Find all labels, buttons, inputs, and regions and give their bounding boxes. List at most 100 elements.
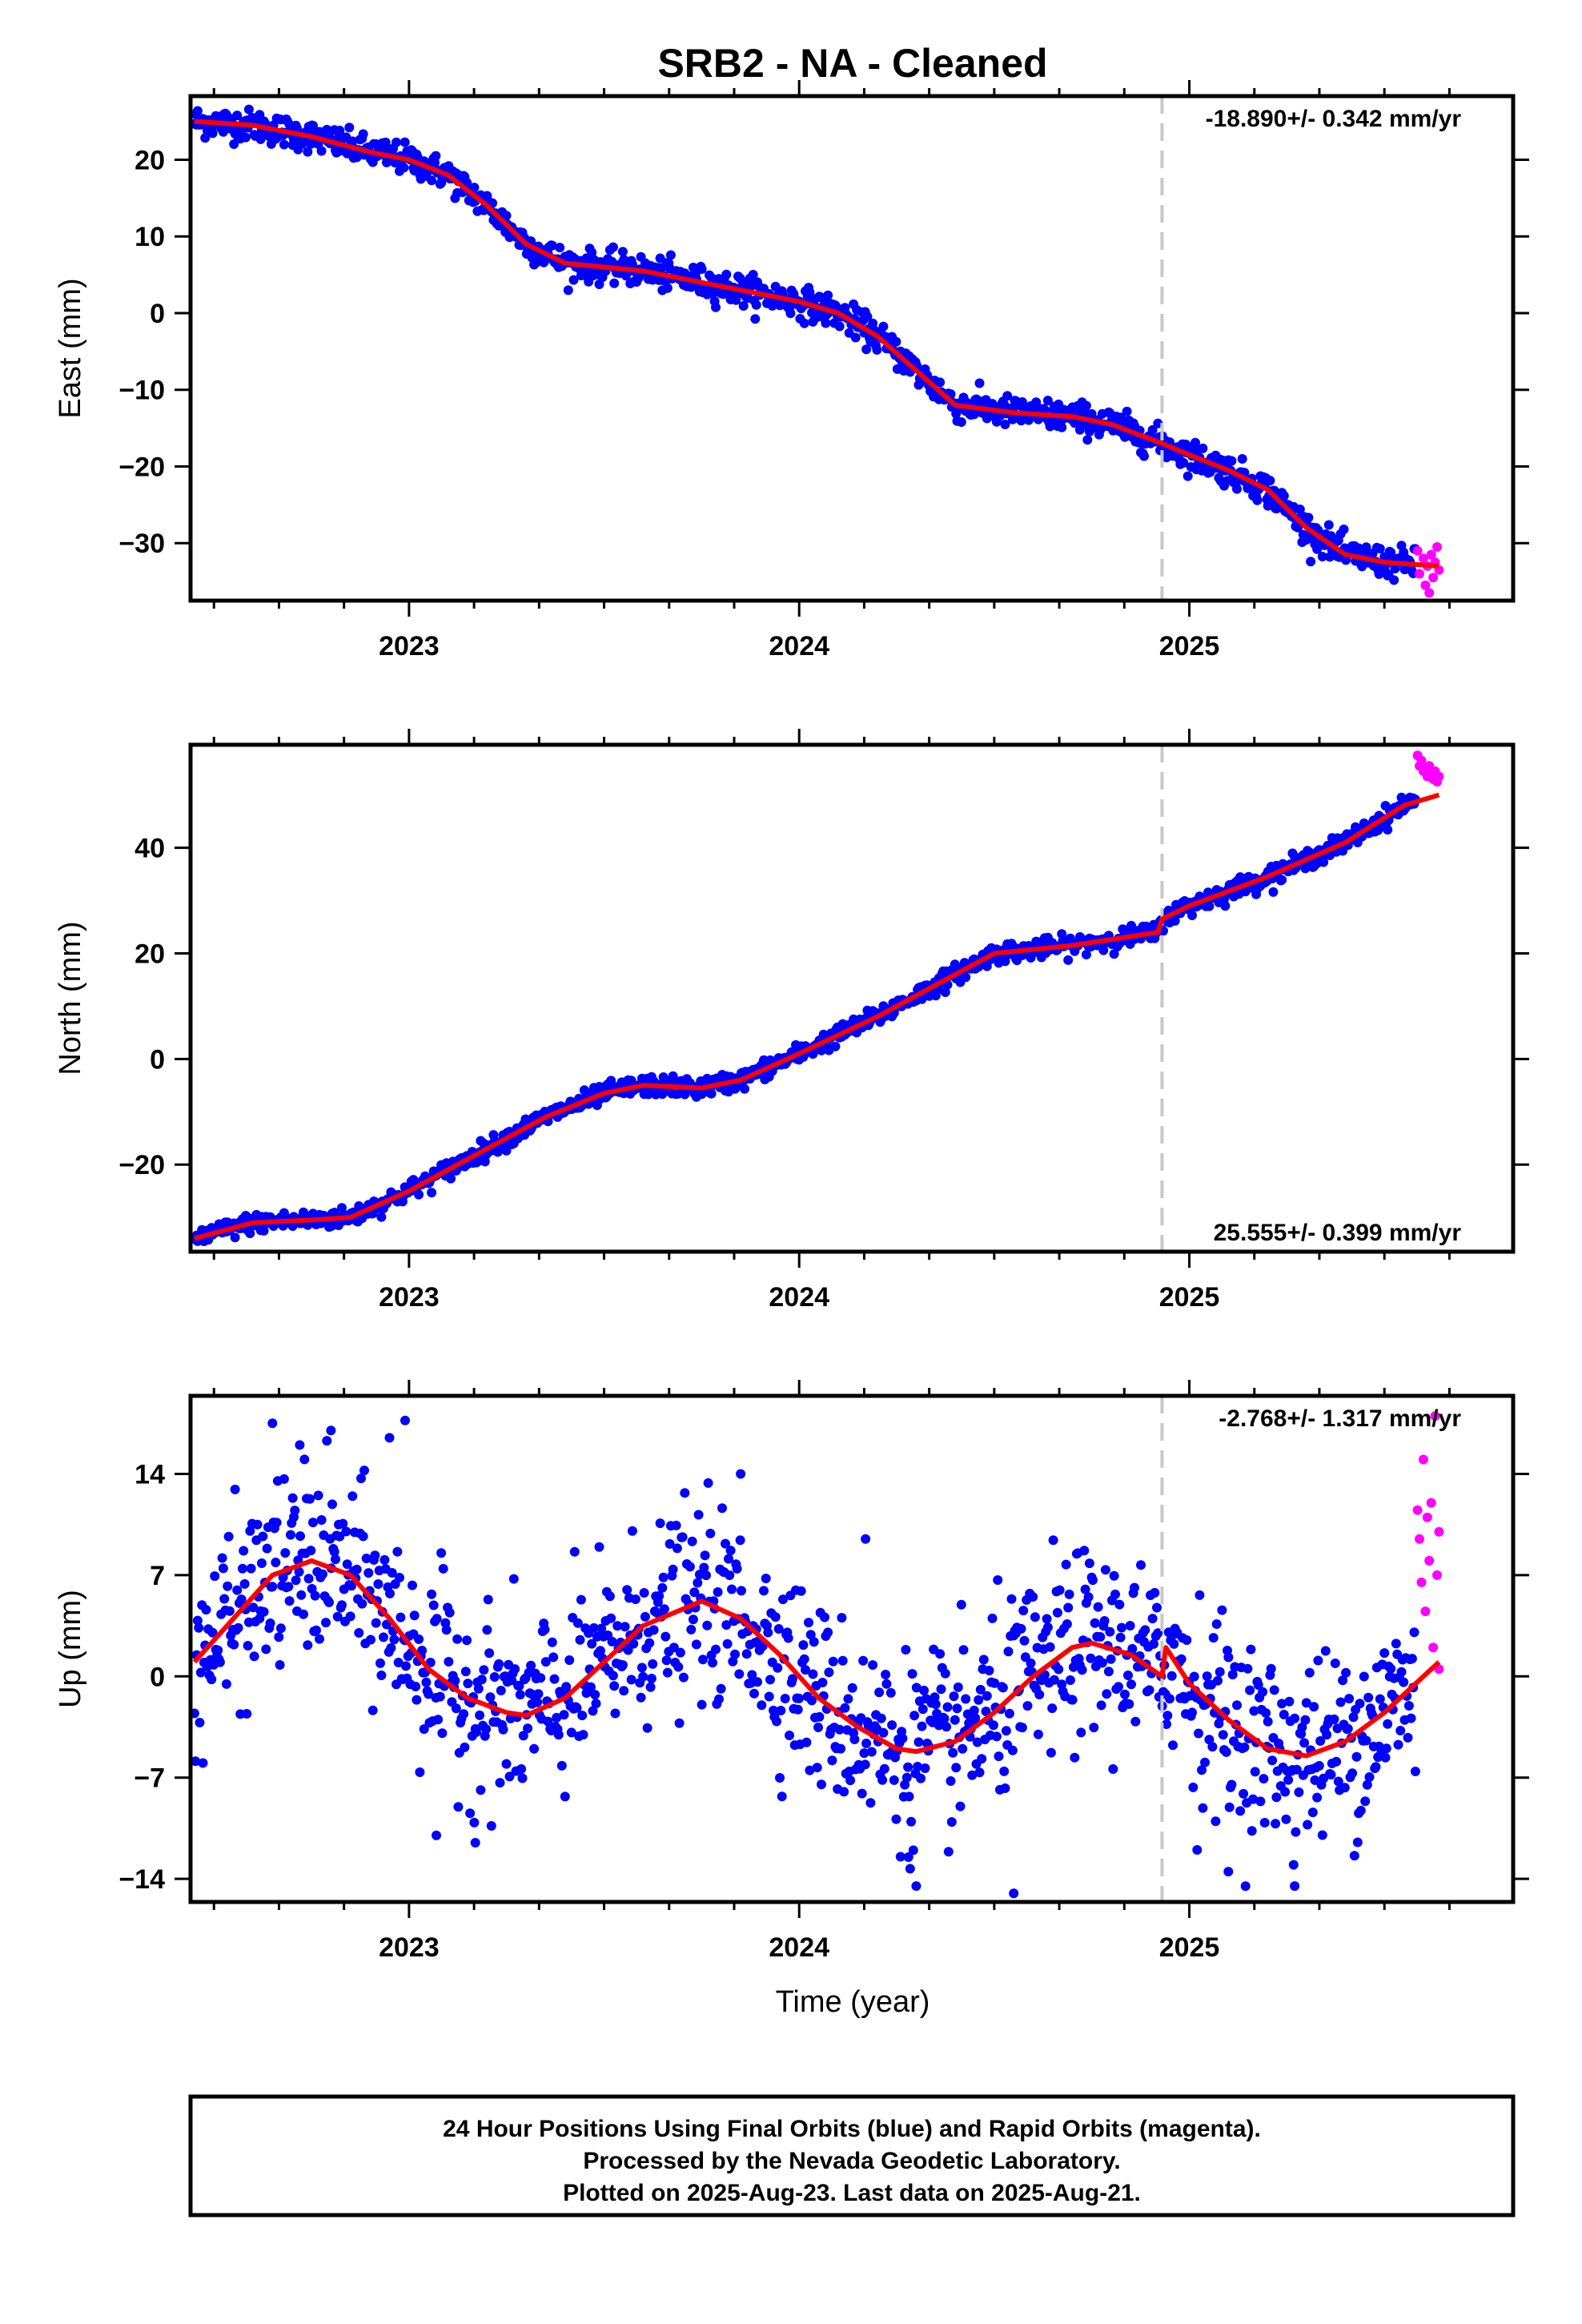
final-orbit-point: [607, 256, 617, 267]
final-orbit-point: [462, 1635, 472, 1646]
final-orbit-point: [668, 1564, 678, 1574]
final-orbit-point: [662, 283, 673, 293]
final-orbit-point: [836, 1743, 846, 1754]
final-orbit-point: [721, 1620, 732, 1630]
final-orbit-point: [1076, 1727, 1086, 1738]
final-orbit-point: [1307, 1807, 1318, 1818]
final-orbit-point: [1099, 1616, 1110, 1626]
final-orbit-point: [891, 336, 901, 347]
final-orbit-point: [658, 1572, 669, 1582]
final-orbit-point: [415, 1767, 425, 1777]
final-orbit-point: [1211, 1816, 1221, 1827]
final-orbit-point: [713, 1587, 723, 1597]
final-orbit-point: [878, 1727, 889, 1738]
final-orbit-point: [414, 1634, 424, 1644]
final-orbit-point: [1406, 1713, 1416, 1723]
final-orbit-point: [1016, 1623, 1026, 1634]
final-orbit-point: [671, 1520, 681, 1530]
final-orbit-point: [419, 1724, 429, 1735]
final-orbit-point: [316, 1515, 327, 1525]
final-orbit-point: [230, 1484, 240, 1494]
final-orbit-point: [930, 1692, 940, 1703]
final-orbit-point: [612, 1621, 623, 1631]
final-orbit-point: [609, 278, 620, 288]
final-orbit-point: [299, 1454, 310, 1465]
final-orbit-point: [1304, 1667, 1315, 1678]
final-orbit-point: [444, 1657, 454, 1667]
final-orbit-point: [1194, 1728, 1203, 1739]
final-orbit-point: [636, 1692, 646, 1703]
x-tick-label: 2025: [1159, 1932, 1220, 1963]
final-orbit-point: [1239, 1788, 1249, 1799]
final-orbit-point: [808, 1669, 818, 1679]
rapid-orbit-point: [1426, 1498, 1436, 1508]
final-orbit-point: [1343, 1723, 1353, 1734]
final-orbit-point: [1169, 1638, 1179, 1649]
final-orbit-point: [737, 1586, 746, 1596]
final-orbit-point: [452, 1634, 463, 1644]
final-orbit-point: [329, 1546, 339, 1557]
final-orbit-point: [427, 175, 437, 186]
final-orbit-point: [1331, 1756, 1342, 1767]
final-orbit-point: [796, 1586, 806, 1596]
final-orbit-point: [785, 1731, 794, 1740]
final-orbit-point: [1291, 1827, 1301, 1837]
final-orbit-point: [481, 1724, 492, 1735]
final-orbit-point: [591, 1699, 601, 1709]
final-orbit-point: [275, 1623, 286, 1634]
final-orbit-point: [594, 1542, 604, 1552]
final-orbit-point: [911, 1881, 921, 1892]
final-orbit-point: [566, 1727, 576, 1738]
final-orbit-point: [1097, 1658, 1107, 1668]
final-orbit-point: [1090, 1618, 1100, 1628]
final-orbit-point: [1235, 1806, 1246, 1816]
final-orbit-point: [460, 1742, 470, 1752]
final-orbit-point: [237, 1563, 247, 1574]
final-orbit-point: [1202, 1671, 1212, 1682]
final-orbit-point: [1087, 1575, 1098, 1586]
final-orbit-point: [1297, 1722, 1307, 1732]
final-orbit-point: [1281, 1814, 1291, 1824]
final-orbit-point: [981, 1707, 991, 1716]
up-plot-area: [191, 1396, 1444, 1902]
final-orbit-point: [1211, 1619, 1222, 1629]
final-orbit-point: [706, 1088, 717, 1099]
final-orbit-point: [958, 1645, 969, 1655]
final-orbit-point: [794, 1693, 804, 1703]
final-orbit-point: [331, 1554, 340, 1565]
final-orbit-point: [654, 1590, 665, 1601]
final-orbit-point: [444, 1607, 455, 1618]
final-orbit-point: [379, 1554, 390, 1565]
final-orbit-point: [738, 301, 749, 311]
final-orbit-point: [961, 1694, 971, 1704]
final-orbit-point: [828, 1656, 838, 1667]
final-orbit-point: [1149, 1638, 1158, 1649]
final-orbit-point: [858, 1655, 869, 1666]
final-orbit-point: [974, 378, 985, 388]
final-orbit-point: [645, 1682, 656, 1692]
y-tick-label: 0: [150, 299, 165, 329]
final-orbit-point: [520, 1114, 531, 1124]
final-orbit-point: [376, 1671, 387, 1680]
final-orbit-point: [940, 987, 950, 997]
final-orbit-point: [392, 1546, 403, 1557]
final-orbit-point: [262, 1543, 272, 1554]
final-orbit-point: [501, 211, 512, 221]
final-orbit-point: [1045, 421, 1055, 432]
final-orbit-point: [1030, 1612, 1040, 1622]
final-orbit-point: [734, 1669, 745, 1679]
final-orbit-point: [305, 1494, 315, 1504]
final-orbit-point: [1247, 1826, 1257, 1836]
panel-up: 2023 2024 2025 14 7 0 −7 −14 Up (mm) -2.768+/- 1.…: [54, 1380, 1529, 1963]
final-orbit-point: [290, 1506, 300, 1516]
final-orbit-point: [548, 1652, 559, 1663]
final-orbit-point: [1052, 1607, 1062, 1618]
final-orbit-point: [1153, 418, 1163, 428]
final-orbit-point: [590, 1690, 600, 1700]
rapid-orbit-point: [1420, 1606, 1431, 1617]
final-orbit-point: [1089, 1723, 1099, 1733]
final-orbit-point: [510, 1664, 520, 1675]
final-orbit-point: [1042, 1614, 1052, 1624]
y-tick-label: −20: [118, 452, 165, 482]
final-orbit-point: [1314, 1761, 1324, 1771]
